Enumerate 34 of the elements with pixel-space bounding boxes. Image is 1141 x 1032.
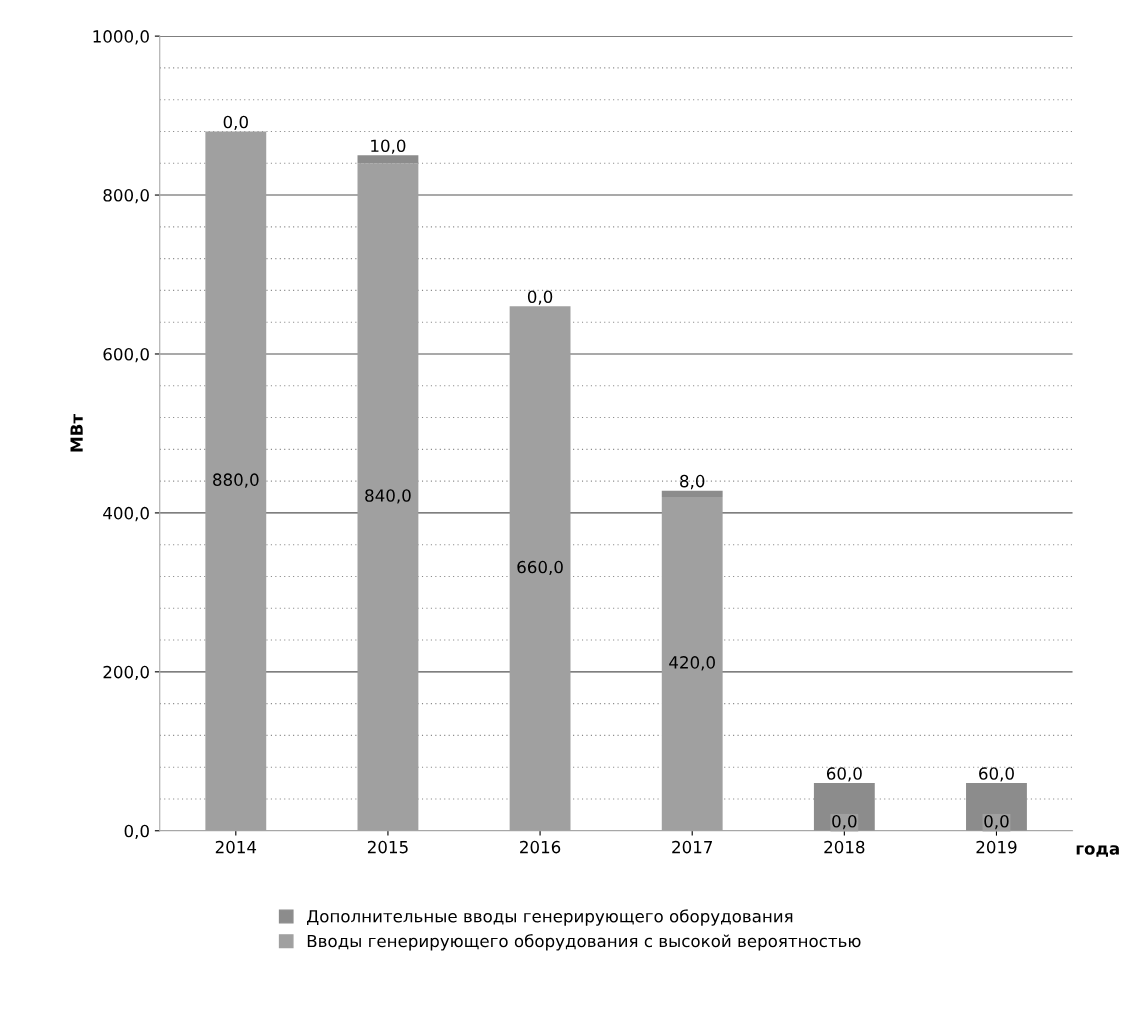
legend-label: Вводы генерирующего оборудования с высокой вероятностью	[307, 934, 861, 951]
x-tick-label: 2014	[215, 840, 257, 854]
y-tick-label: 400,0	[103, 506, 149, 522]
y-tick-label: 0,0	[124, 824, 149, 840]
data-label: 8,0	[680, 474, 705, 490]
data-label: 420,0	[669, 656, 715, 671]
bar	[509, 306, 571, 831]
x-tick-label: 2016	[520, 840, 561, 854]
x-axis-title: года	[1076, 845, 1119, 857]
bar	[357, 163, 419, 831]
y-tick-label: 600,0	[103, 347, 149, 363]
bar	[357, 155, 419, 164]
bar	[661, 497, 723, 831]
data-label: 60,0	[979, 767, 1014, 782]
y-axis-title: МВт	[70, 414, 83, 452]
data-label: 0,0	[527, 290, 553, 305]
x-tick-label: 2015	[367, 840, 408, 854]
x-tick-label: 2019	[976, 840, 1017, 854]
y-tick-label: 1000,0	[93, 30, 149, 45]
bar	[205, 131, 267, 831]
data-label: 60,0	[826, 767, 862, 782]
y-tick-label: 200,0	[103, 665, 149, 681]
data-label: 660,0	[517, 560, 563, 576]
data-label: 10,0	[371, 139, 406, 154]
data-label: 880,0	[213, 473, 259, 488]
data-label: 0,0	[832, 814, 857, 830]
y-tick-label: 800,0	[103, 189, 149, 204]
data-label: 0,0	[223, 115, 248, 130]
data-label: 0,0	[984, 814, 1009, 830]
data-label: 840,0	[365, 489, 411, 504]
x-tick-label: 2017	[672, 840, 712, 854]
bar	[661, 490, 723, 498]
x-tick-label: 2018	[824, 840, 865, 854]
legend-label: Дополнительные вводы генерирующего оборудования	[307, 909, 793, 926]
